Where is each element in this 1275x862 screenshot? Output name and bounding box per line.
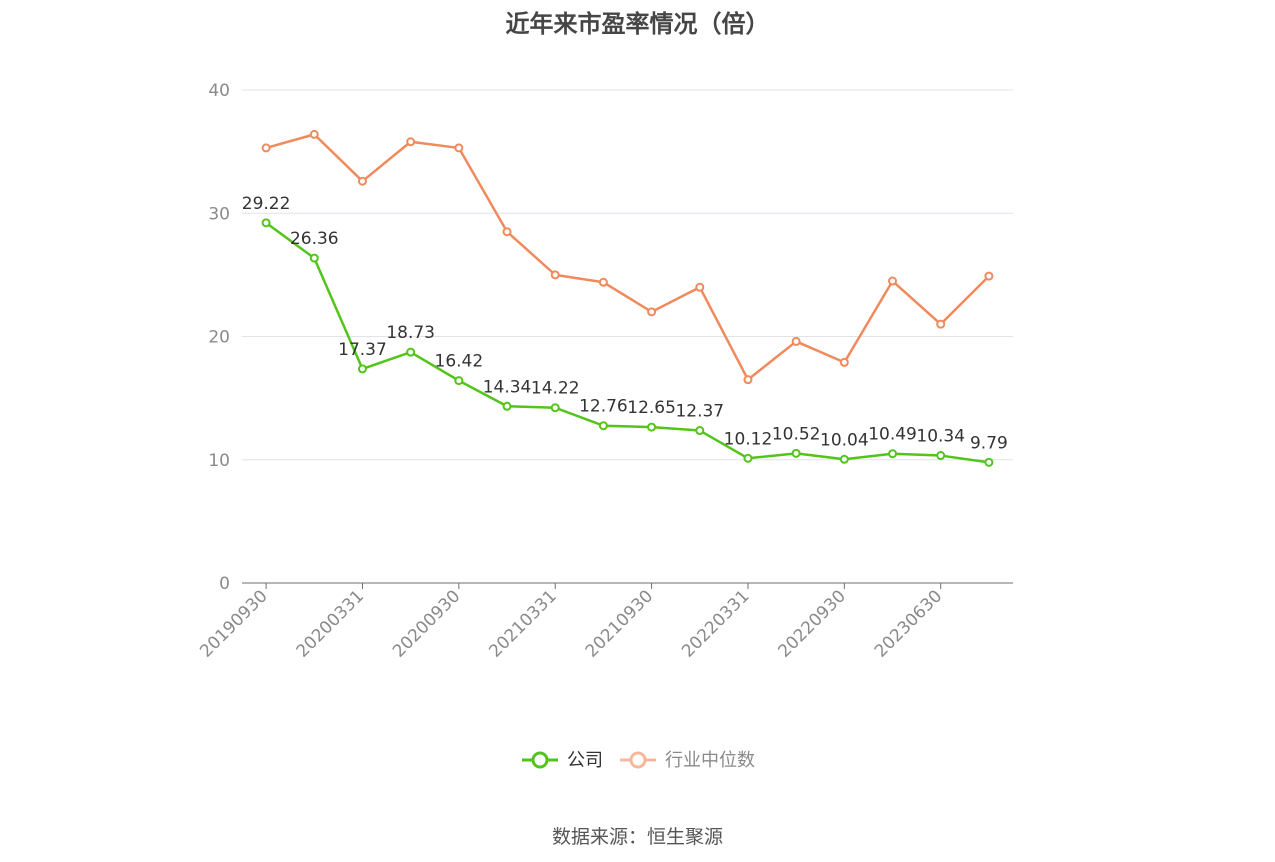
data-label: 10.04 [820,430,869,450]
data-point [502,401,512,411]
data-label: 10.12 [724,429,773,449]
data-point [984,457,994,467]
data-point [406,347,416,357]
x-tick-label: 20200331 [293,586,368,661]
data-label: 14.22 [531,379,580,399]
x-tick-label: 20190930 [196,586,271,661]
data-point [357,364,367,374]
series-lines [261,129,994,467]
series-line-company [265,221,990,464]
legend: 公司 行业中位数 [522,750,755,771]
data-point [454,143,464,153]
data-label: 18.73 [386,323,435,343]
data-point [936,451,946,461]
x-tick-label: 20200930 [389,586,464,661]
data-point [839,454,849,464]
y-tick-label: 40 [208,81,230,101]
source-note: 数据来源：恒生聚源 [551,826,723,848]
legend-marker [629,751,647,769]
data-point [357,176,367,186]
y-tick-label: 30 [208,204,230,224]
data-point [791,448,801,458]
data-point [502,227,512,237]
data-point [598,277,608,287]
series-line-industry [265,133,990,381]
y-tick-label: 0 [219,574,230,594]
data-point [309,129,319,139]
data-point [454,376,464,386]
x-tick-label: 20210930 [582,586,657,661]
data-point [309,253,319,263]
data-label: 16.42 [435,352,484,372]
x-tick-label: 20220930 [775,586,850,661]
y-tick-label: 10 [208,451,230,471]
x-tick-label: 20230630 [871,586,946,661]
x-tick-label: 20220331 [678,586,753,661]
data-point [406,137,416,147]
data-point [743,375,753,385]
data-point [936,319,946,329]
grid-lines [242,89,1013,461]
data-label: 10.52 [772,424,821,444]
data-label: 10.49 [868,425,917,445]
data-label: 12.37 [675,402,724,422]
data-point [888,276,898,286]
data-label: 14.34 [483,377,532,397]
data-point [550,403,560,413]
data-point [261,143,271,153]
data-label: 26.36 [290,229,339,249]
data-point [598,421,608,431]
data-label: 10.34 [916,427,965,447]
axes: 0 10 20 30 40 20190930 20200331 20200930 2021033… [196,81,1013,662]
data-point [984,271,994,281]
x-tick-label: 20210331 [485,586,560,661]
data-label: 17.37 [338,340,387,360]
data-point [839,357,849,367]
legend-marker [531,751,549,769]
data-point [261,218,271,228]
data-label: 12.76 [579,397,628,417]
data-point [647,307,657,317]
legend-label: 行业中位数 [665,750,755,771]
data-point [647,422,657,432]
data-point [695,282,705,292]
data-label: 9.79 [970,433,1008,453]
data-point [888,449,898,459]
data-label: 12.65 [627,398,676,418]
y-tick-label: 20 [208,328,230,348]
chart-title: 近年来市盈率情况（倍） [505,10,770,38]
data-point [695,426,705,436]
data-label: 29.22 [242,194,291,214]
data-point [550,270,560,280]
data-point [791,336,801,346]
data-point [743,453,753,463]
legend-label: 公司 [567,750,603,771]
